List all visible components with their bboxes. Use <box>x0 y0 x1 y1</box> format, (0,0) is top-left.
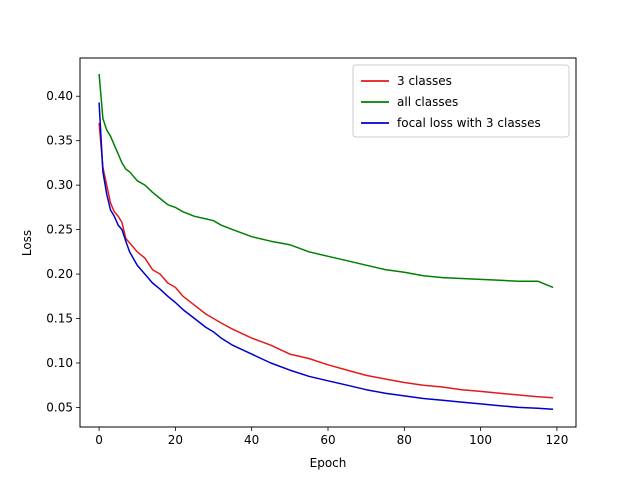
series-line-1 <box>98 73 554 289</box>
legend-label-1: all classes <box>397 95 458 109</box>
legend: 3 classes all classes focal loss with 3 cl… <box>352 64 570 138</box>
x-tick-label: 60 <box>320 433 335 447</box>
x-tick-label: 120 <box>545 433 568 447</box>
y-tick-label: 0.05 <box>46 400 73 414</box>
x-tick-label: 20 <box>168 433 183 447</box>
y-tick-label: 0.25 <box>46 223 73 237</box>
y-tick-label: 0.15 <box>46 312 73 326</box>
y-tick-label: 0.35 <box>46 134 73 148</box>
legend-label-0: 3 classes <box>397 74 452 88</box>
x-axis-title: Epoch <box>310 456 347 470</box>
x-tick-label: 40 <box>244 433 259 447</box>
y-tick-label: 0.10 <box>46 356 73 370</box>
plot-area <box>98 73 554 410</box>
legend-label-2: focal loss with 3 classes <box>397 116 541 130</box>
y-axis-title: Loss <box>20 230 34 256</box>
y-tick-label: 0.20 <box>46 267 73 281</box>
series-line-2 <box>98 102 554 410</box>
x-tick-label: 0 <box>95 433 103 447</box>
x-tick-label: 100 <box>469 433 492 447</box>
y-tick-label: 0.30 <box>46 178 73 192</box>
legend-box <box>352 64 570 138</box>
x-axis: 0 20 40 60 80 100 120 <box>95 427 568 447</box>
y-tick-label: 0.40 <box>46 89 73 103</box>
x-tick-label: 80 <box>397 433 412 447</box>
series-line-0 <box>98 122 554 399</box>
y-axis: 0.05 0.10 0.15 0.20 0.25 0.30 0.35 0.40 <box>46 89 80 414</box>
